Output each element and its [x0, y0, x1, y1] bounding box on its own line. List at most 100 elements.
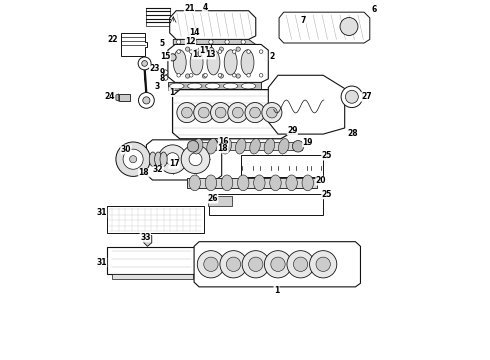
Circle shape: [209, 40, 213, 44]
Circle shape: [236, 47, 240, 51]
Circle shape: [211, 103, 231, 123]
Ellipse shape: [188, 83, 202, 89]
Circle shape: [139, 93, 154, 108]
Bar: [147, 8, 170, 26]
Polygon shape: [172, 90, 289, 139]
Ellipse shape: [155, 152, 162, 166]
Polygon shape: [170, 11, 256, 40]
Circle shape: [247, 73, 250, 77]
Circle shape: [187, 140, 199, 152]
Polygon shape: [269, 75, 344, 134]
Polygon shape: [112, 274, 193, 279]
Text: 29: 29: [287, 126, 297, 135]
Text: 7: 7: [300, 16, 306, 25]
Ellipse shape: [160, 152, 167, 166]
Polygon shape: [209, 194, 323, 215]
Text: 32: 32: [153, 166, 164, 175]
Circle shape: [169, 54, 176, 61]
Text: 10: 10: [193, 50, 203, 59]
Circle shape: [218, 50, 221, 53]
Text: 21: 21: [184, 4, 195, 13]
Text: 18: 18: [218, 144, 228, 153]
Circle shape: [265, 251, 292, 278]
Circle shape: [204, 50, 207, 53]
Polygon shape: [107, 247, 197, 274]
Ellipse shape: [221, 175, 233, 191]
Ellipse shape: [278, 139, 289, 154]
Polygon shape: [194, 242, 361, 287]
Polygon shape: [122, 33, 147, 56]
Circle shape: [123, 149, 143, 169]
Text: 1: 1: [169, 87, 174, 96]
Circle shape: [259, 50, 263, 53]
Ellipse shape: [205, 175, 217, 191]
Polygon shape: [173, 40, 256, 44]
Ellipse shape: [250, 139, 260, 154]
Text: 12: 12: [185, 37, 196, 46]
Ellipse shape: [170, 83, 184, 89]
Text: 31: 31: [97, 258, 107, 267]
Circle shape: [341, 86, 363, 108]
Text: 17: 17: [169, 159, 179, 168]
Ellipse shape: [207, 139, 217, 154]
Text: 23: 23: [149, 64, 160, 73]
Circle shape: [158, 145, 187, 174]
Circle shape: [186, 47, 190, 51]
Text: 13: 13: [205, 50, 216, 59]
Circle shape: [220, 251, 247, 278]
Text: 25: 25: [321, 190, 332, 199]
Circle shape: [181, 107, 192, 118]
Circle shape: [242, 251, 270, 278]
Circle shape: [267, 107, 277, 118]
Circle shape: [194, 103, 214, 123]
Circle shape: [209, 52, 214, 57]
Text: 25: 25: [321, 151, 332, 160]
Ellipse shape: [149, 152, 156, 166]
Text: 3: 3: [154, 82, 160, 91]
Circle shape: [248, 257, 263, 271]
Text: 27: 27: [361, 92, 371, 101]
Ellipse shape: [207, 50, 220, 75]
Ellipse shape: [264, 139, 275, 154]
Text: 5: 5: [160, 39, 165, 48]
Circle shape: [225, 40, 229, 44]
Ellipse shape: [238, 175, 249, 191]
Circle shape: [215, 107, 226, 118]
Circle shape: [190, 73, 193, 77]
Circle shape: [204, 257, 218, 271]
Ellipse shape: [254, 175, 265, 191]
Text: 1: 1: [274, 286, 279, 295]
Ellipse shape: [241, 50, 254, 75]
Polygon shape: [107, 206, 204, 233]
Text: 8: 8: [159, 75, 165, 84]
Circle shape: [142, 60, 147, 66]
Circle shape: [163, 75, 168, 80]
Circle shape: [181, 145, 210, 174]
Ellipse shape: [221, 139, 232, 154]
Text: 6: 6: [371, 5, 377, 14]
Bar: [188, 142, 302, 150]
Circle shape: [177, 50, 180, 53]
Ellipse shape: [235, 139, 246, 154]
Circle shape: [129, 156, 137, 163]
Ellipse shape: [193, 139, 203, 154]
Ellipse shape: [223, 83, 238, 89]
Circle shape: [176, 40, 181, 44]
Circle shape: [247, 50, 250, 53]
Polygon shape: [241, 155, 323, 177]
Bar: [187, 178, 318, 188]
Circle shape: [259, 73, 263, 77]
Circle shape: [209, 47, 214, 51]
Polygon shape: [168, 82, 261, 90]
Text: 30: 30: [121, 145, 131, 154]
Circle shape: [287, 251, 314, 278]
Text: 16: 16: [218, 137, 229, 146]
Polygon shape: [147, 140, 221, 180]
Circle shape: [228, 103, 248, 123]
Polygon shape: [279, 12, 370, 43]
Text: 20: 20: [316, 176, 326, 185]
Circle shape: [143, 97, 150, 104]
Text: 28: 28: [347, 129, 358, 138]
Circle shape: [345, 90, 358, 103]
Ellipse shape: [190, 50, 203, 75]
